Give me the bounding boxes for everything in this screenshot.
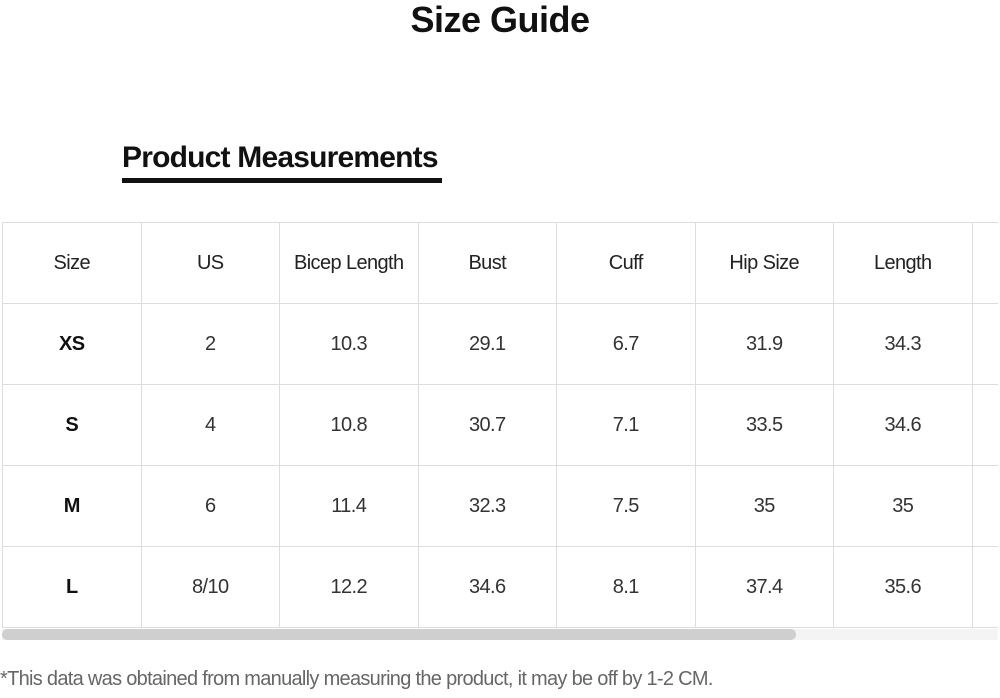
table-row: S 4 10.8 30.7 7.1 33.5 34.6 xyxy=(2,384,998,466)
column-header: Size xyxy=(2,222,142,304)
column-header: Hip Size xyxy=(694,222,834,304)
column-header: Cuff xyxy=(556,222,696,304)
table-cell: 32.3 xyxy=(417,465,557,547)
table-cell: 7.1 xyxy=(556,384,696,466)
table-cell xyxy=(971,546,998,628)
table-cell xyxy=(971,465,998,547)
table-cell: 10.3 xyxy=(279,303,419,385)
column-header: Bust xyxy=(417,222,557,304)
section-title: Product Measurements xyxy=(122,140,442,183)
table-cell xyxy=(971,303,998,385)
table-cell: XS xyxy=(2,303,142,385)
table-cell: S xyxy=(2,384,142,466)
table-row: XS 2 10.3 29.1 6.7 31.9 34.3 xyxy=(2,303,998,385)
size-table: Size US Bicep Length Bust Cuff Hip Size Length… xyxy=(2,222,998,628)
table-row: M 6 11.4 32.3 7.5 35 35 xyxy=(2,465,998,547)
table-cell: 6 xyxy=(140,465,280,547)
table-cell: 6.7 xyxy=(556,303,696,385)
table-cell: 35 xyxy=(833,465,973,547)
table-cell: 37.4 xyxy=(694,546,834,628)
table-cell xyxy=(971,384,998,466)
scroll-thumb[interactable] xyxy=(2,629,796,640)
table-cell: 30.7 xyxy=(417,384,557,466)
table-cell: 7.5 xyxy=(556,465,696,547)
table-cell: 34.3 xyxy=(833,303,973,385)
scrollbar[interactable] xyxy=(2,629,998,640)
table-cell: 11.4 xyxy=(279,465,419,547)
header-row: Size US Bicep Length Bust Cuff Hip Size Length… xyxy=(2,222,998,304)
table-row: L 8/10 12.2 34.6 8.1 37.4 35.6 xyxy=(2,546,998,628)
footnote: *This data was obtained from manually me… xyxy=(0,668,713,690)
table-cell: 12.2 xyxy=(279,546,419,628)
table-cell: 8.1 xyxy=(556,546,696,628)
table-cell: 4 xyxy=(140,384,280,466)
page-title: Size Guide xyxy=(410,0,590,40)
table-cell: 10.8 xyxy=(279,384,419,466)
column-header: US xyxy=(140,222,280,304)
table-cell: 34.6 xyxy=(833,384,973,466)
table-cell: L xyxy=(2,546,142,628)
table-cell: 29.1 xyxy=(417,303,557,385)
column-header: Bicep Length xyxy=(279,222,419,304)
table-cell: 8/10 xyxy=(140,546,280,628)
table-cell: 2 xyxy=(140,303,280,385)
table-cell: 34.6 xyxy=(417,546,557,628)
table-wrapper: Size US Bicep Length Bust Cuff Hip Size Length… xyxy=(2,222,998,628)
table-cell: 33.5 xyxy=(694,384,834,466)
table-cell: 35.6 xyxy=(833,546,973,628)
column-header: Length xyxy=(833,222,973,304)
table-cell: M xyxy=(2,465,142,547)
table-cell: 31.9 xyxy=(694,303,834,385)
column-header: Sle xyxy=(971,222,998,304)
table-cell: 35 xyxy=(694,465,834,547)
